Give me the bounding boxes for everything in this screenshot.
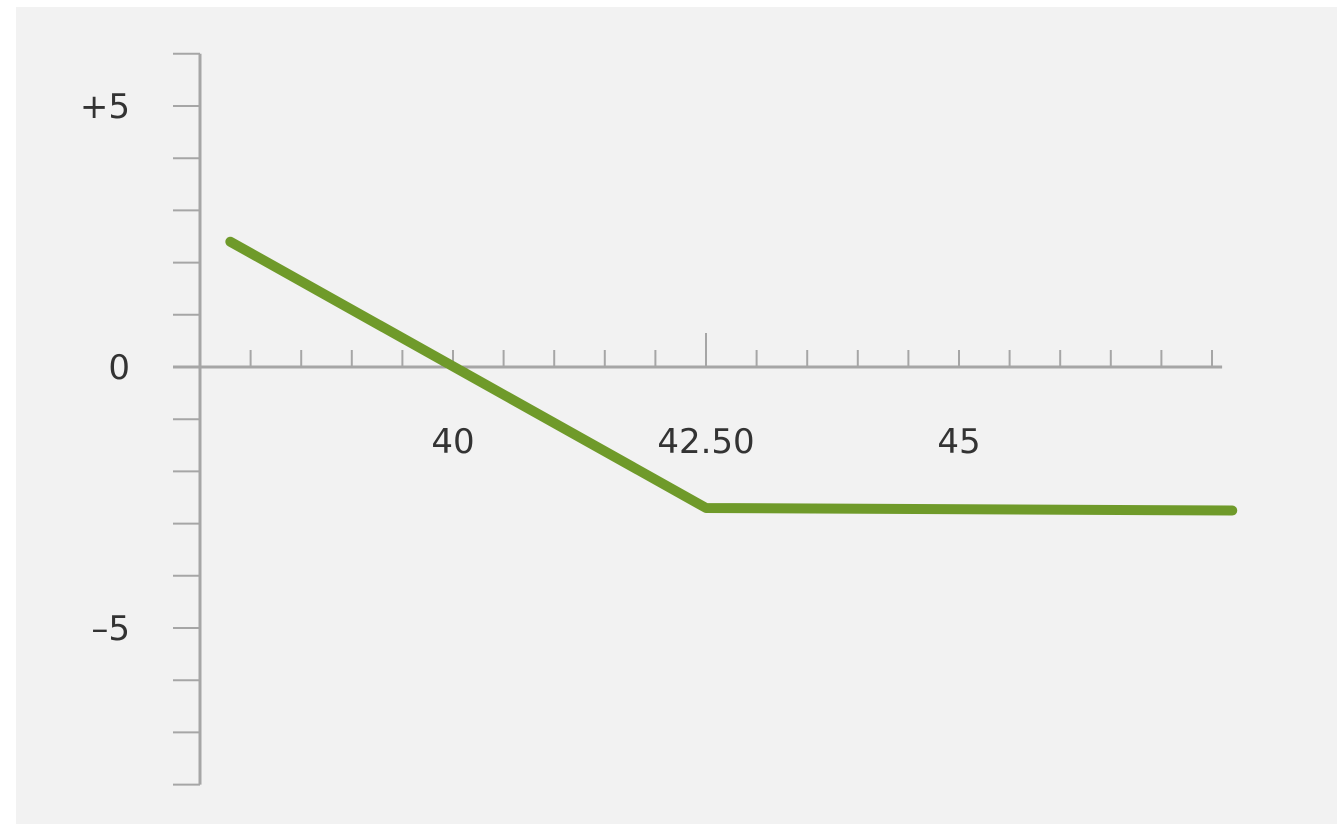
y-tick-label-plus-5: +5: [80, 87, 130, 127]
axes: [173, 52, 1223, 786]
y-tick-label-minus-5: –5: [91, 609, 130, 649]
series-group: [225, 236, 1238, 516]
x-tick-label-45: 45: [937, 422, 980, 462]
x-tick-label-42-50: 42.50: [657, 422, 754, 462]
chart-panel: [16, 7, 1337, 824]
y-tick-labels: +5 0 –5: [80, 87, 130, 649]
payoff-line: [225, 236, 1238, 516]
x-tick-labels: 40 42.50 45: [431, 422, 980, 462]
x-tick-label-40: 40: [431, 422, 474, 462]
y-tick-label-0: 0: [108, 348, 130, 388]
